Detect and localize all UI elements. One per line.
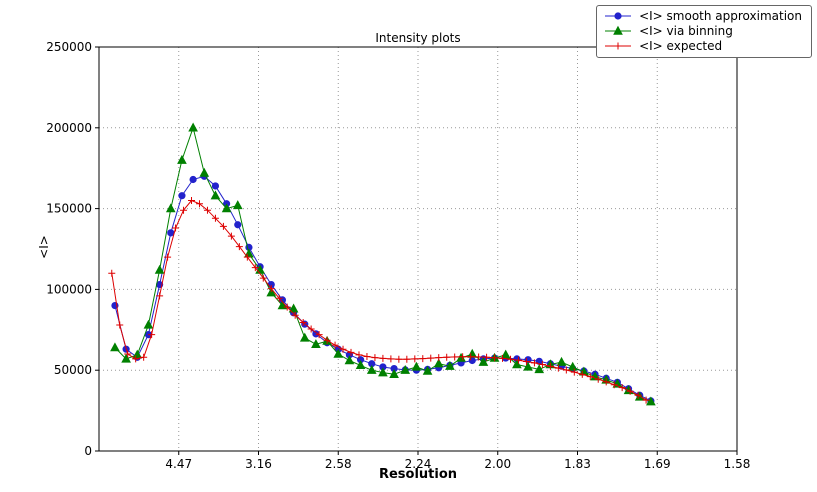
x-tick-label: 2.24 <box>405 457 432 471</box>
circle-marker-icon <box>605 12 632 20</box>
plus-marker-icon <box>605 42 632 50</box>
y-tick-label: 200000 <box>46 121 92 135</box>
legend-label: <I> expected <box>639 39 723 53</box>
series-plus <box>108 197 650 404</box>
legend: <I> smooth approximation <I> via binning <… <box>596 5 812 58</box>
series-triangle <box>110 122 656 406</box>
legend-item: <I> smooth approximation <box>603 9 802 23</box>
x-tick-label: 1.69 <box>644 457 671 471</box>
y-tick-label: 50000 <box>54 363 92 377</box>
legend-item: <I> expected <box>603 39 802 53</box>
legend-label: <I> smooth approximation <box>639 9 802 23</box>
x-tick-label: 1.83 <box>564 457 591 471</box>
y-tick-label: 0 <box>84 444 92 458</box>
x-tick-label: 3.16 <box>245 457 272 471</box>
x-tick-label: 2.00 <box>484 457 511 471</box>
triangle-marker-icon <box>605 25 632 35</box>
grid <box>99 46 738 451</box>
y-tick-label: 250000 <box>46 40 92 54</box>
x-tick-label: 4.47 <box>165 457 192 471</box>
chart-title: Intensity plots <box>375 31 461 45</box>
y-tick-label: 150000 <box>46 202 92 216</box>
y-axis-label: <I> <box>37 235 51 259</box>
x-axis-label: Resolution <box>378 467 458 482</box>
tick-labels: 4.47 3.16 2.58 2.24 2.00 1.83 1.69 1.58 0 50000 10… <box>46 40 750 471</box>
x-tick-label: 2.58 <box>325 457 352 471</box>
y-tick-label: 100000 <box>46 282 92 296</box>
x-tick-label: 1.58 <box>724 457 751 471</box>
legend-item: <I> via binning <box>603 24 802 38</box>
legend-label: <I> via binning <box>639 24 733 38</box>
